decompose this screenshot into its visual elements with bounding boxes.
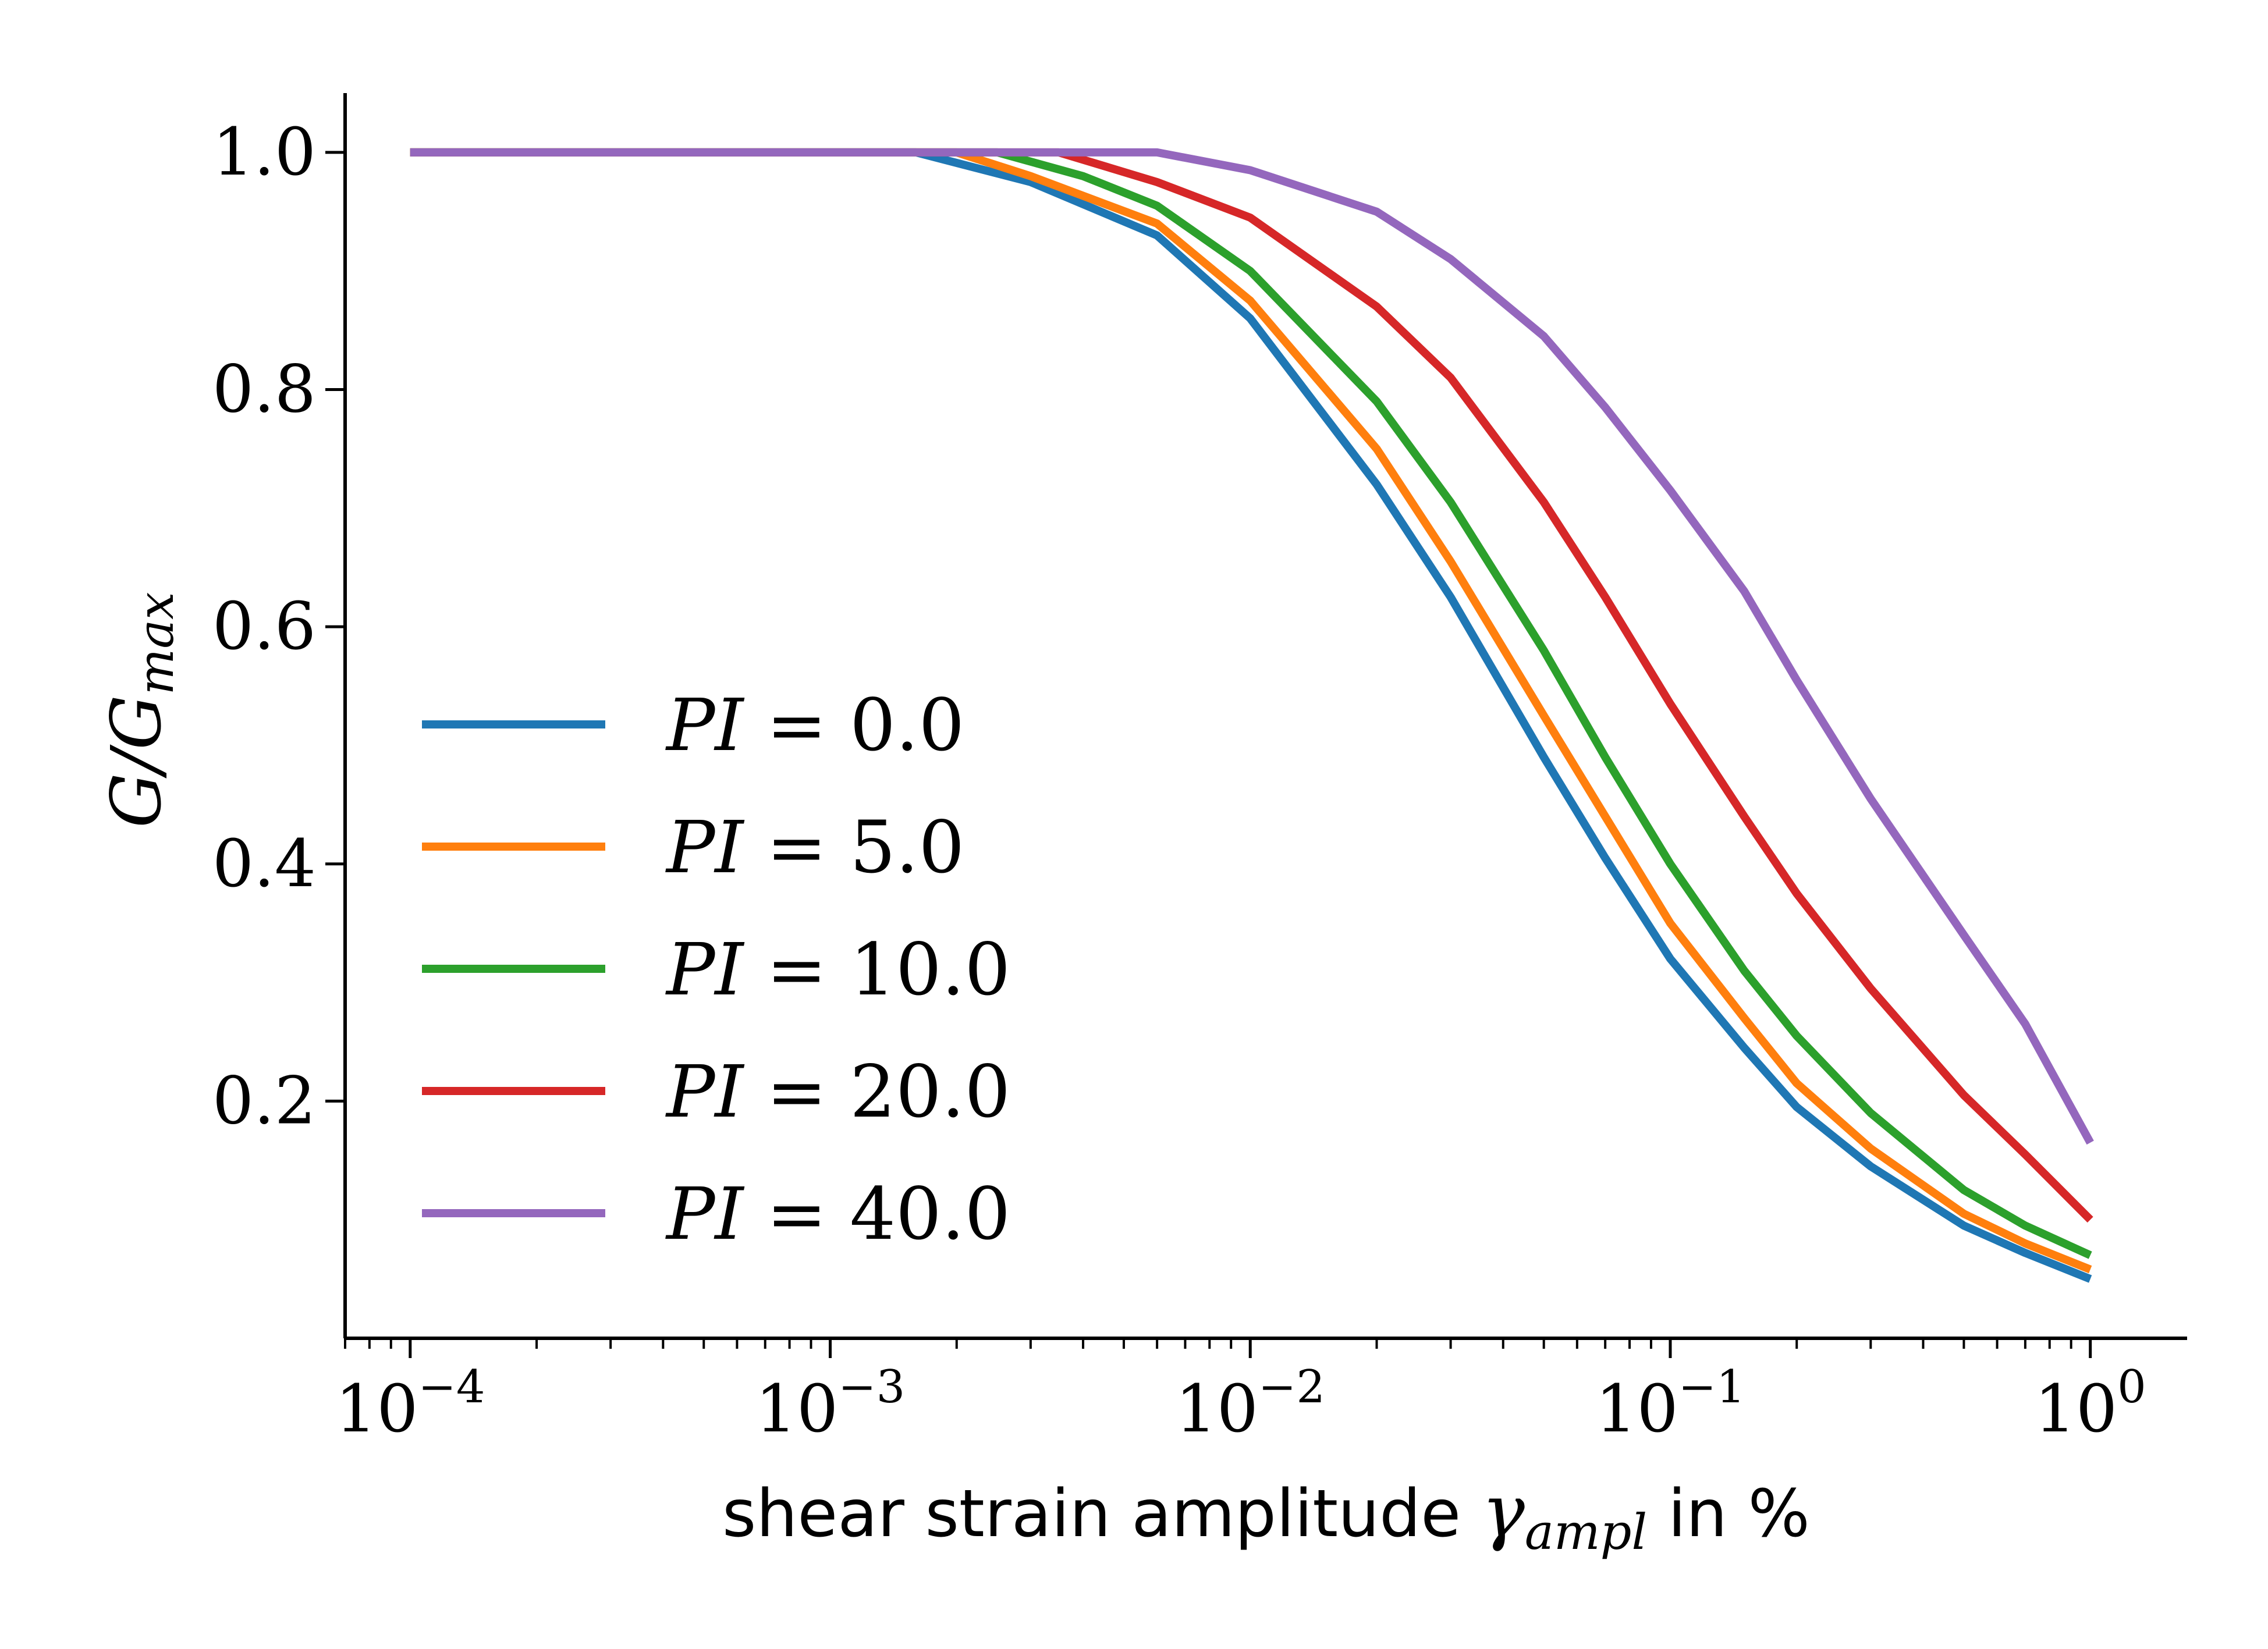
legend-label-3: PI = 20.0	[665, 1050, 1010, 1134]
x-axis-title-subscript: ampl	[1525, 1504, 1647, 1561]
x-tick-label: 100	[2035, 1361, 2146, 1447]
y-tick-label: 0.6	[212, 589, 316, 664]
series-line-4	[410, 148, 2094, 1145]
x-axis-title-suffix: in %	[1647, 1476, 1810, 1552]
legend: PI = 0.0 PI = 5.0 PI = 10.0 PI = 20.0 PI = 4…	[422, 684, 1010, 1256]
plot-area: 10−4 10−3 10−2 10−1 100 0.2 0.4 0.6 0.8 1.0	[212, 93, 2187, 1447]
y-axis-ticks: 0.2 0.4 0.6 0.8 1.0	[212, 115, 345, 1139]
y-tick-label: 0.2	[212, 1063, 316, 1139]
y-tick-label: 0.4	[212, 826, 316, 902]
legend-label-4: PI = 40.0	[665, 1172, 1010, 1256]
x-axis-title: shear strain amplitude γampl in %	[722, 1470, 1810, 1561]
series-line-3	[410, 148, 2093, 1223]
legend-label-2: PI = 10.0	[665, 928, 1010, 1012]
y-axis-title-main: G/G	[96, 695, 176, 827]
x-tick-label: 10−1	[1595, 1361, 1745, 1447]
x-axis-title-symbol: γ	[1482, 1470, 1525, 1554]
y-axis-title-subscript: max	[127, 592, 184, 695]
series-layer	[410, 148, 2094, 1283]
legend-label-0: PI = 0.0	[665, 684, 964, 767]
x-axis-title-main: shear strain amplitude	[722, 1476, 1482, 1552]
series-line-2	[410, 148, 2092, 1259]
x-axis-ticks: 10−4 10−3 10−2 10−1 100	[335, 1338, 2146, 1447]
y-axis-title: G/Gmax	[96, 592, 184, 827]
y-tick-label: 0.8	[212, 352, 316, 428]
x-tick-label: 10−2	[1175, 1361, 1325, 1447]
x-tick-label: 10−4	[335, 1361, 485, 1447]
series-line-1	[410, 148, 2092, 1274]
y-tick-label: 1.0	[212, 115, 316, 190]
x-tick-label: 10−3	[755, 1361, 906, 1447]
series-line-0	[410, 148, 2092, 1283]
legend-label-1: PI = 5.0	[665, 806, 964, 890]
